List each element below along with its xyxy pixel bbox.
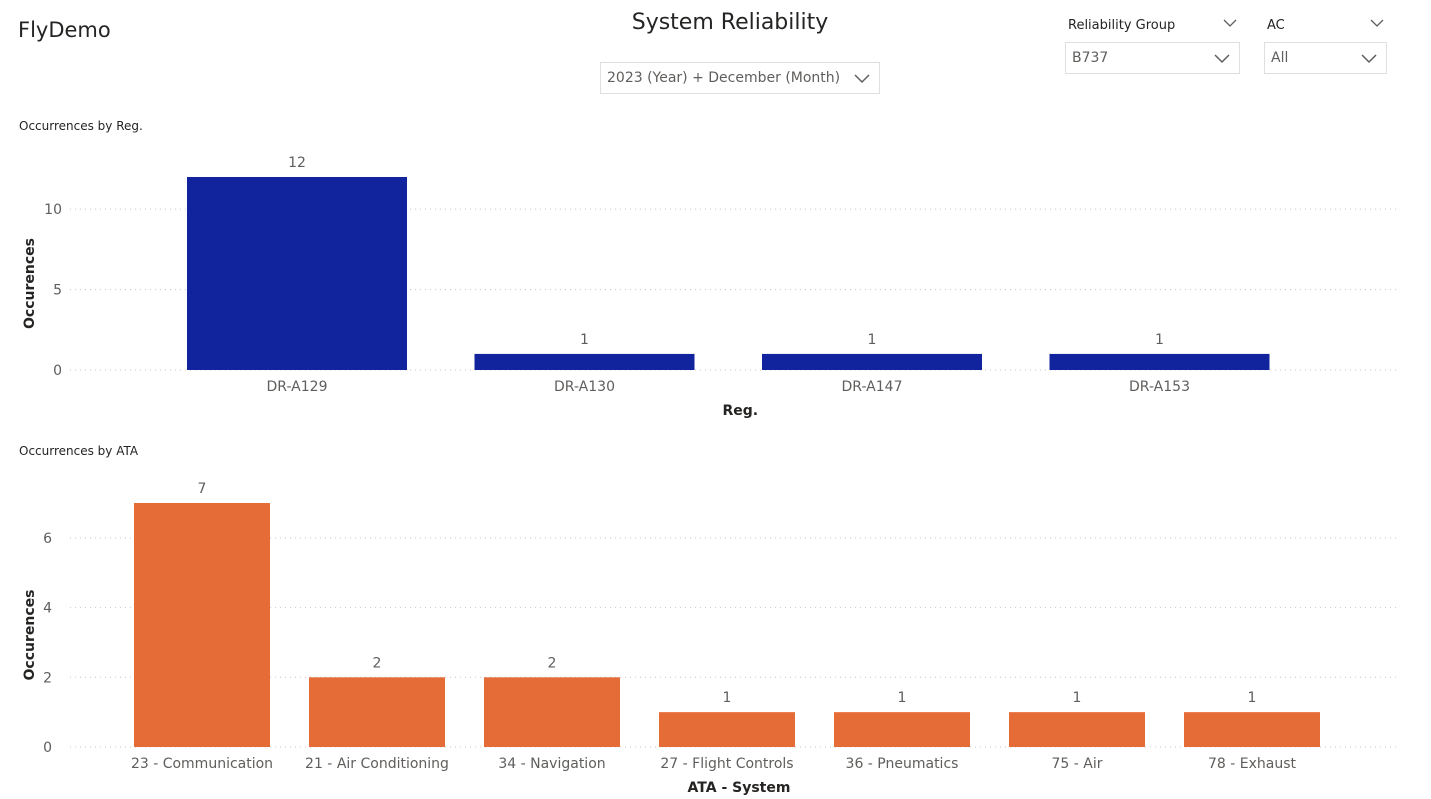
ata-y-axis-title: Occurences [22,590,38,681]
reg-ytick-label: 5 [53,283,62,299]
ata-data-label: 1 [1073,690,1082,706]
reg-bar-dr-a130 [474,353,695,370]
chart-title-reg: Occurrences by Reg. [19,119,143,133]
reg-xtick-label: DR-A130 [554,379,615,395]
ata-xtick-label: 27 - Flight Controls [660,756,793,772]
ata-bar-34-navigation [484,677,620,747]
reg-data-label: 1 [1155,332,1164,348]
ata-ytick-label: 6 [43,531,52,547]
ata-ytick-label: 2 [43,670,52,686]
chevron-down-icon [1213,52,1231,64]
ac-value: All [1271,50,1289,66]
reg-xtick-label: DR-A129 [267,379,328,395]
ata-data-label: 2 [373,655,382,671]
reliability-group-value: B737 [1072,50,1109,66]
ata-ytick-label: 0 [43,740,52,756]
reg-bar-dr-a147 [762,353,982,370]
ata-data-label: 1 [1248,690,1257,706]
ata-x-axis-title: ATA - System [688,780,791,796]
ata-bar-75-air [1009,712,1145,747]
ata-ytick-label: 4 [43,601,52,617]
ata-data-label: 1 [723,690,732,706]
ata-bar-36-pneumatics [834,712,970,747]
ata-bar-23-communication [134,503,270,747]
ata-data-label: 2 [548,655,557,671]
ata-xtick-label: 21 - Air Conditioning [305,756,449,772]
reg-x-axis-title: Reg. [722,403,758,419]
ata-xtick-label: 23 - Communication [131,756,273,772]
reliability-group-dropdown[interactable]: B737 [1065,42,1240,74]
chevron-down-icon [1360,52,1378,64]
reg-xtick-label: DR-A147 [842,379,903,395]
ata-bar-78-exhaust [1184,712,1320,747]
ac-label: AC [1267,18,1285,33]
reg-bar-dr-a153 [1049,353,1270,370]
reg-data-label: 12 [288,155,306,171]
ac-header-chevron-icon[interactable] [1369,17,1387,31]
ata-data-label: 1 [898,690,907,706]
ata-xtick-label: 75 - Air [1052,756,1103,772]
ata-xtick-label: 34 - Navigation [498,756,605,772]
ata-xtick-label: 36 - Pneumatics [846,756,959,772]
reg-data-label: 1 [868,332,877,348]
page-title: System Reliability [631,10,829,35]
ata-bar-27-flight-controls [659,712,795,747]
reliability-group-label: Reliability Group [1068,18,1176,33]
date-filter-dropdown[interactable]: 2023 (Year) + December (Month) [600,62,880,94]
reg-data-label: 1 [580,332,589,348]
reg-xtick-label: DR-A153 [1129,379,1190,395]
reg-ytick-label: 10 [44,202,62,218]
chevron-down-icon [853,72,871,84]
ata-bar-21-air-conditioning [309,677,445,747]
reg-ytick-label: 0 [53,363,62,379]
reg-y-axis-title: Occurences [22,238,38,329]
date-filter-value: 2023 (Year) + December (Month) [607,70,841,86]
ata-xtick-label: 78 - Exhaust [1208,756,1297,772]
ac-dropdown[interactable]: All [1264,42,1387,74]
reg-bar-dr-a129 [187,177,407,370]
ata-data-label: 7 [198,481,207,497]
chart-title-ata: Occurrences by ATA [19,444,139,458]
brand-name: FlyDemo [18,18,111,42]
reliability-group-header-chevron-icon[interactable] [1222,17,1240,31]
